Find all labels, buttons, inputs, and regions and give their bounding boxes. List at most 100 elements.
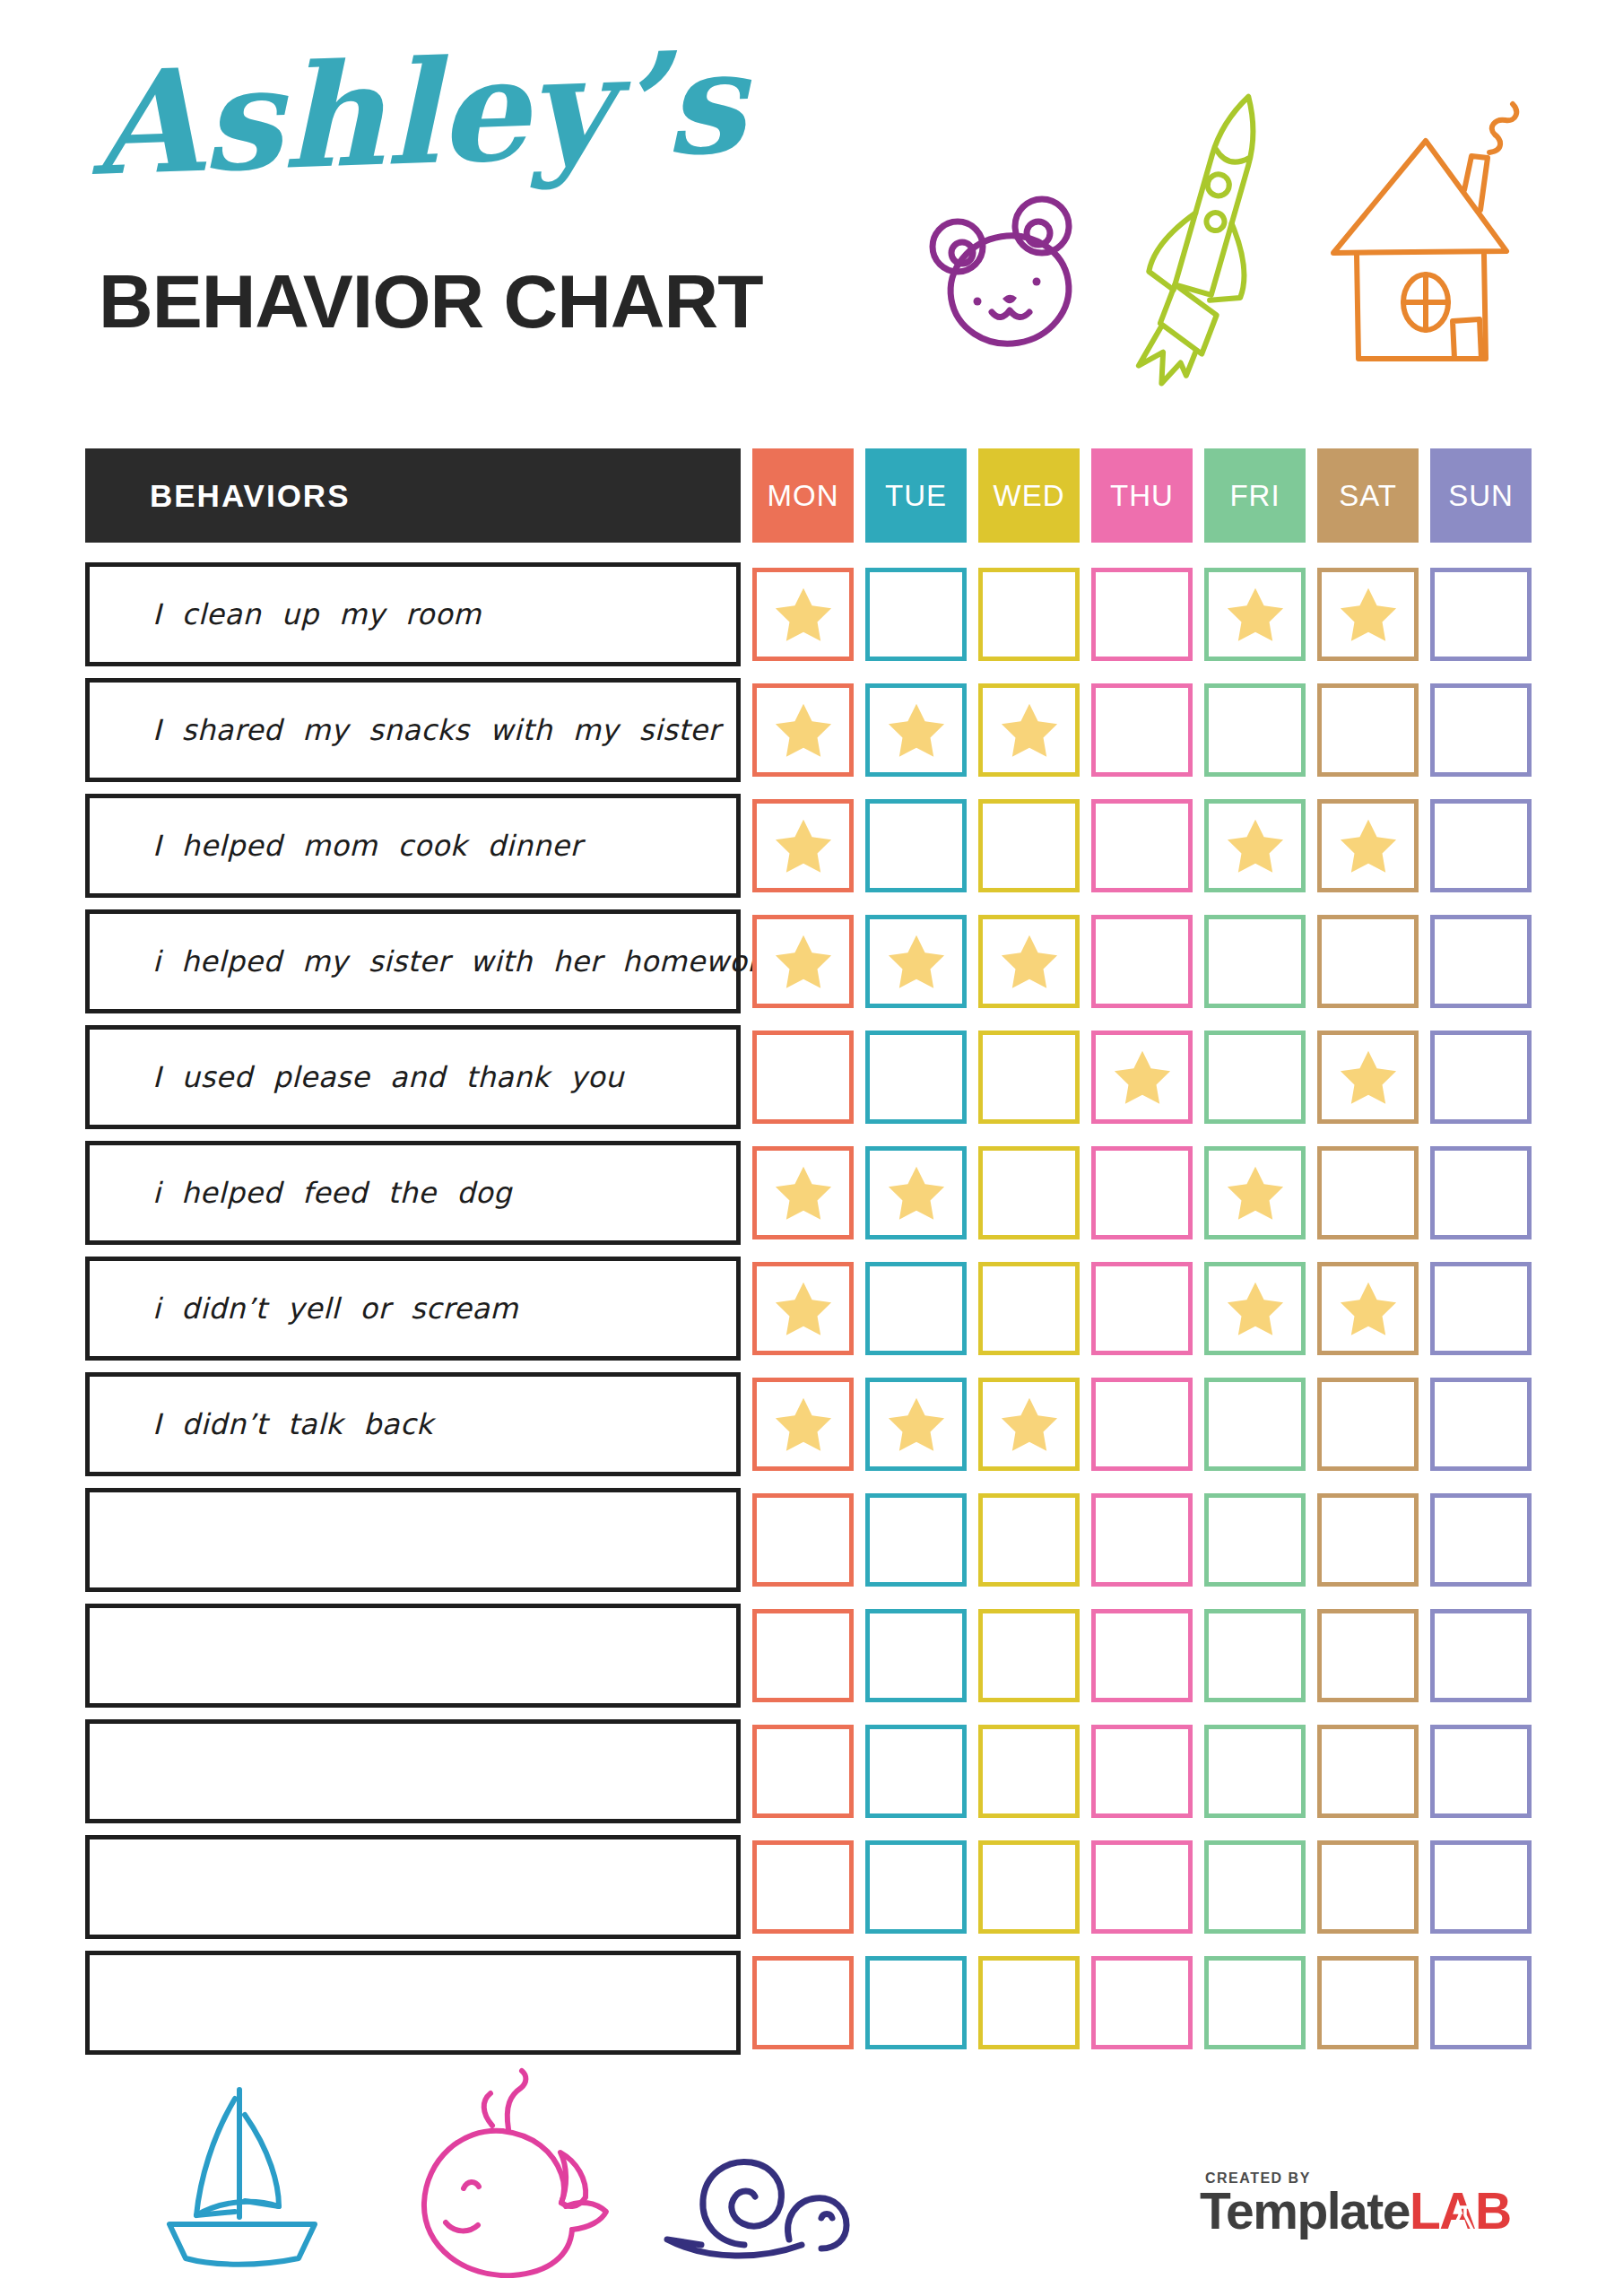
day-header-label: WED <box>994 479 1065 513</box>
day-cell-fri <box>1204 683 1306 777</box>
star-icon <box>1112 1047 1173 1108</box>
day-cell-sun <box>1430 1493 1532 1587</box>
day-cell-sun <box>1430 1725 1532 1818</box>
behavior-cell <box>85 1604 741 1708</box>
behavior-cell: i helped my sister with her homework <box>85 909 741 1013</box>
behavior-row: I didn’t talk back <box>85 1372 1538 1476</box>
star-icon <box>773 584 834 645</box>
day-cell-fri <box>1204 568 1306 661</box>
day-cell-thu <box>1091 683 1193 777</box>
day-cell-wed <box>978 1493 1080 1587</box>
behavior-row: I shared my snacks with my sister <box>85 678 1538 782</box>
behavior-cell <box>85 1835 741 1939</box>
behavior-label: i helped my sister with her homework <box>152 944 777 978</box>
behavior-cell: I didn’t talk back <box>85 1372 741 1476</box>
day-cell-fri <box>1204 1609 1306 1702</box>
behavior-label: i helped feed the dog <box>152 1176 512 1210</box>
behavior-label: I shared my snacks with my sister <box>152 713 720 747</box>
day-header-label: SUN <box>1448 479 1514 513</box>
day-cell-tue <box>865 915 967 1008</box>
day-cell-mon <box>752 1146 854 1239</box>
day-cell-sat <box>1317 1609 1419 1702</box>
sailboat-icon <box>139 2081 341 2274</box>
day-cell-sat <box>1317 1956 1419 2049</box>
day-cell-wed <box>978 799 1080 892</box>
day-cell-sat <box>1317 799 1419 892</box>
behavior-row: i helped feed the dog <box>85 1141 1538 1245</box>
day-cell-sat <box>1317 1262 1419 1355</box>
behavior-label: i didn’t yell or scream <box>152 1292 518 1326</box>
day-cell-thu <box>1091 1146 1193 1239</box>
day-cell-tue <box>865 1146 967 1239</box>
day-cell-thu <box>1091 1031 1193 1124</box>
day-cell-sun <box>1430 1956 1532 2049</box>
day-cell-sat <box>1317 1493 1419 1587</box>
day-header-tue: TUE <box>865 448 967 543</box>
day-header-label: MON <box>768 479 839 513</box>
day-cell-mon <box>752 1725 854 1818</box>
day-cell-tue <box>865 1956 967 2049</box>
behavior-cell: I helped mom cook dinner <box>85 794 741 898</box>
star-icon <box>1338 815 1399 876</box>
day-cell-mon <box>752 1031 854 1124</box>
behavior-cell: I used please and thank you <box>85 1025 741 1129</box>
day-cell-fri <box>1204 1262 1306 1355</box>
behavior-label: I didn’t talk back <box>152 1407 433 1441</box>
day-cell-fri <box>1204 799 1306 892</box>
day-cell-fri <box>1204 1840 1306 1934</box>
behavior-cell: I clean up my room <box>85 562 741 666</box>
day-cell-sun <box>1430 799 1532 892</box>
page-title-name: Ashley’s <box>89 24 747 203</box>
day-header-sun: SUN <box>1430 448 1532 543</box>
day-cell-wed <box>978 1725 1080 1818</box>
behavior-label: I used please and thank you <box>152 1060 624 1094</box>
day-cell-sat <box>1317 1840 1419 1934</box>
star-icon <box>886 700 947 761</box>
day-cell-wed <box>978 1146 1080 1239</box>
day-header-label: TUE <box>885 479 947 513</box>
day-cell-sat <box>1317 1146 1419 1239</box>
day-cell-sat <box>1317 1031 1419 1124</box>
day-cell-thu <box>1091 1493 1193 1587</box>
day-cell-fri <box>1204 1146 1306 1239</box>
day-cell-wed <box>978 1031 1080 1124</box>
day-cell-tue <box>865 683 967 777</box>
day-cell-fri <box>1204 1378 1306 1471</box>
star-icon <box>999 1394 1060 1455</box>
day-cell-fri <box>1204 915 1306 1008</box>
behavior-row: i didn’t yell or scream <box>85 1257 1538 1361</box>
chart-header-row: BEHAVIORS MONTUEWEDTHUFRISATSUN <box>85 448 1538 543</box>
rocket-icon <box>1132 79 1289 397</box>
day-cell-mon <box>752 683 854 777</box>
behavior-row: I clean up my room <box>85 562 1538 666</box>
behavior-cell <box>85 1951 741 2055</box>
day-header-thu: THU <box>1091 448 1193 543</box>
day-cell-mon <box>752 799 854 892</box>
star-icon <box>886 1162 947 1223</box>
day-cell-thu <box>1091 1609 1193 1702</box>
star-icon <box>773 931 834 992</box>
day-cell-fri <box>1204 1956 1306 2049</box>
flask-icon <box>1450 2202 1475 2238</box>
behavior-row: i helped my sister with her homework <box>85 909 1538 1013</box>
day-cell-thu <box>1091 915 1193 1008</box>
behavior-row <box>85 1719 1538 1823</box>
star-icon <box>773 1394 834 1455</box>
day-cell-mon <box>752 915 854 1008</box>
day-cell-sat <box>1317 915 1419 1008</box>
day-cell-sat <box>1317 1378 1419 1471</box>
star-icon <box>1338 1047 1399 1108</box>
day-header-mon: MON <box>752 448 854 543</box>
bear-icon <box>924 184 1114 356</box>
day-cell-sun <box>1430 1609 1532 1702</box>
star-icon <box>773 700 834 761</box>
house-icon <box>1323 100 1542 365</box>
day-cell-mon <box>752 1493 854 1587</box>
day-cell-sun <box>1430 683 1532 777</box>
star-icon <box>999 700 1060 761</box>
behavior-label: I helped mom cook dinner <box>152 829 582 863</box>
day-cell-tue <box>865 1493 967 1587</box>
star-icon <box>1338 1278 1399 1339</box>
day-cell-tue <box>865 1031 967 1124</box>
day-cell-wed <box>978 1840 1080 1934</box>
